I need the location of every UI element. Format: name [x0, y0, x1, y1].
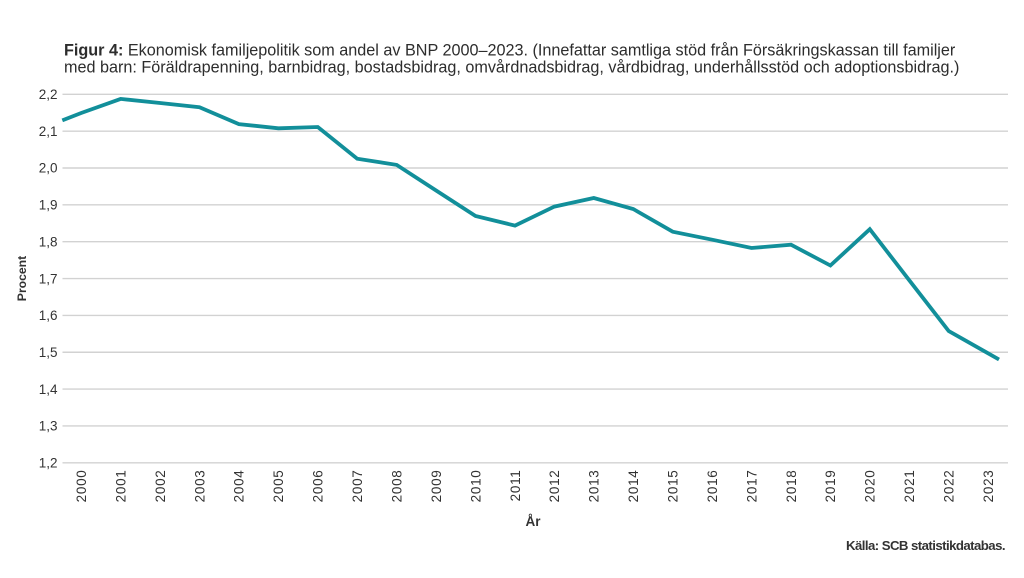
svg-text:1,8: 1,8 — [39, 234, 58, 249]
svg-text:2,2: 2,2 — [39, 87, 58, 102]
svg-text:1,3: 1,3 — [39, 419, 58, 434]
svg-text:2016: 2016 — [705, 470, 720, 503]
svg-text:Figur 4: Ekonomisk familjepoli: Figur 4: Ekonomisk familjepolitik som an… — [64, 41, 956, 59]
svg-text:2000: 2000 — [74, 470, 89, 503]
svg-text:Källa: SCB statistikdatabas.: Källa: SCB statistikdatabas. — [846, 538, 1005, 553]
svg-text:1,2: 1,2 — [39, 456, 58, 471]
svg-text:2015: 2015 — [666, 470, 681, 503]
svg-text:2006: 2006 — [311, 470, 326, 503]
svg-text:2014: 2014 — [626, 470, 641, 503]
svg-text:med barn: Föräldrapenning, bar: med barn: Föräldrapenning, barnbidrag, b… — [64, 59, 959, 77]
svg-text:2017: 2017 — [744, 470, 759, 503]
svg-text:År: År — [525, 514, 541, 529]
svg-text:2018: 2018 — [784, 470, 799, 503]
svg-text:2012: 2012 — [547, 470, 562, 503]
svg-text:2009: 2009 — [429, 470, 444, 503]
svg-text:2,0: 2,0 — [39, 161, 58, 176]
svg-text:2003: 2003 — [192, 470, 207, 503]
svg-text:2010: 2010 — [468, 470, 483, 503]
svg-text:2007: 2007 — [350, 470, 365, 503]
svg-text:2001: 2001 — [113, 470, 128, 503]
svg-text:1,9: 1,9 — [39, 198, 58, 213]
svg-text:2005: 2005 — [271, 470, 286, 503]
svg-text:1,5: 1,5 — [39, 345, 58, 360]
svg-text:2008: 2008 — [390, 470, 405, 503]
svg-text:1,6: 1,6 — [39, 308, 58, 323]
svg-text:2023: 2023 — [981, 470, 996, 503]
svg-text:2011: 2011 — [508, 470, 523, 502]
svg-text:2002: 2002 — [153, 470, 168, 503]
svg-text:2022: 2022 — [942, 470, 957, 503]
svg-text:2020: 2020 — [863, 470, 878, 503]
svg-text:2,1: 2,1 — [39, 124, 58, 139]
svg-text:1,4: 1,4 — [39, 382, 58, 397]
svg-text:1,7: 1,7 — [39, 271, 58, 286]
svg-text:2019: 2019 — [823, 470, 838, 503]
svg-text:2004: 2004 — [232, 470, 247, 503]
svg-text:2021: 2021 — [902, 470, 917, 503]
svg-text:2013: 2013 — [587, 470, 602, 503]
svg-text:Procent: Procent — [15, 256, 29, 301]
